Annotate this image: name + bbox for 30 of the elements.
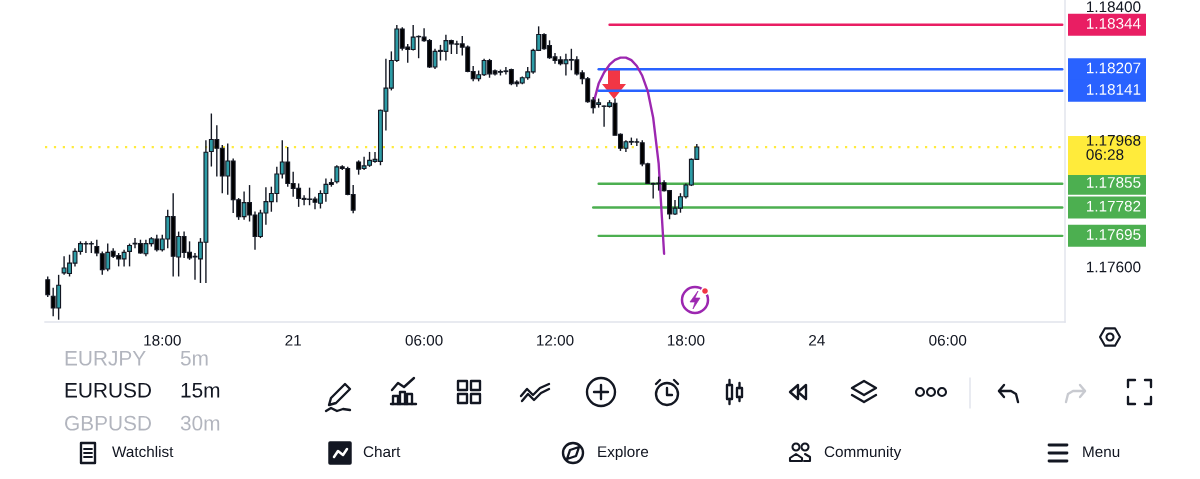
data-label: 1.17855 (1087, 177, 1141, 188)
candlestick (127, 242, 133, 268)
text: Explore (598, 445, 649, 461)
text: 30m (180, 415, 220, 431)
text: GBPUSD (65, 415, 151, 431)
text: Chart (363, 445, 401, 458)
text: Community (824, 445, 902, 461)
text: 5m (180, 351, 208, 366)
data-label: 1.18141 (1087, 84, 1141, 95)
data-label: 1.17695 (1087, 229, 1141, 240)
x-tick-label: 12:00 (537, 334, 574, 346)
data-label: 1.18344 (1087, 18, 1141, 29)
text: EURJPY (65, 351, 146, 366)
text: EURUSD (65, 382, 151, 398)
y-tick-label: 1.17600 (1087, 261, 1141, 273)
candlestick (45, 275, 51, 298)
y-tick-label: 1.18400 (1087, 1, 1141, 13)
line-series (592, 56, 666, 255)
x-tick-label: 21 (285, 334, 301, 346)
text: Menu (1083, 446, 1120, 458)
text: 15m (181, 383, 220, 398)
data-label: 1.18207 (1087, 62, 1141, 74)
data-label: 1.17782 (1087, 200, 1141, 212)
x-tick-label: 06:00 (405, 334, 443, 346)
x-tick-label: 24 (809, 334, 825, 346)
x-tick-label: 18:00 (144, 334, 181, 346)
x-tick-label: 06:00 (929, 334, 967, 346)
ref-line-label: 1.17968 06:28 (1086, 134, 1141, 160)
text: Watchlist (112, 445, 174, 458)
x-tick-label: 18:00 (667, 334, 705, 346)
